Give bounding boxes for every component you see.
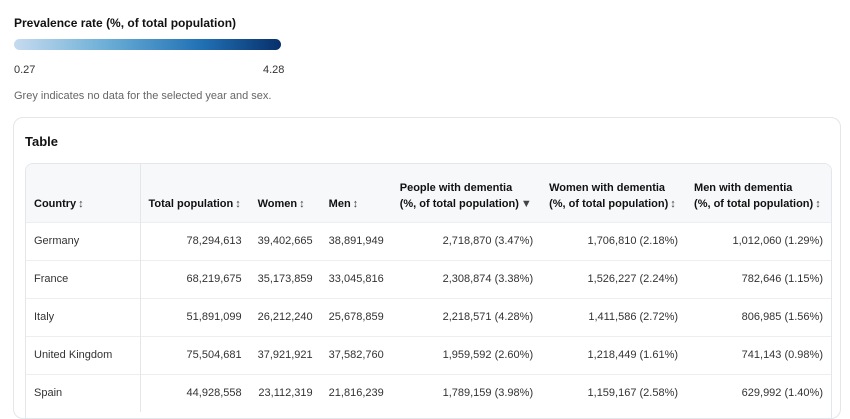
table-body: Germany 78,294,613 39,402,665 38,891,949 2,7… xyxy=(26,222,831,412)
legend-color-scale xyxy=(14,39,281,50)
column-header-total-population[interactable]: Total population ↕ xyxy=(140,164,250,222)
table-row: Spain 44,928,558 23,112,319 21,816,239 1,789… xyxy=(26,374,831,412)
cell-people-with-dementia: 1,789,159 (3.98%) xyxy=(442,387,534,400)
table-row: Italy 51,891,099 26,212,240 25,678,859 2,218… xyxy=(26,298,831,336)
cell-men: 33,045,816 xyxy=(328,273,384,285)
cell-women: 39,402,665 xyxy=(257,235,313,247)
column-header-label: Men xyxy=(328,197,351,210)
cell-women: 35,173,859 xyxy=(257,273,313,285)
table-row: Germany 78,294,613 39,402,665 38,891,949 2,7… xyxy=(26,222,831,260)
sort-icon[interactable]: ↕ xyxy=(815,197,821,210)
cell-men-with-dementia: 629,992 (1.40%) xyxy=(741,387,823,400)
table-title: Table xyxy=(25,134,58,149)
cell-women-with-dementia: 1,526,227 (2.24%) xyxy=(587,273,679,285)
cell-total-population: 75,504,681 xyxy=(186,349,242,361)
legend-min-value: 0.27 xyxy=(14,64,36,76)
column-header-women[interactable]: Women ↕ xyxy=(250,164,321,222)
table-row: France 68,219,675 35,173,859 33,045,816 2,30… xyxy=(26,260,831,298)
cell-men: 21,816,239 xyxy=(328,387,384,400)
cell-men: 38,891,949 xyxy=(328,235,384,247)
sort-desc-icon[interactable]: ▼ xyxy=(520,197,532,210)
column-header-label: Women with dementia xyxy=(549,181,666,194)
cell-total-population: 51,891,099 xyxy=(186,311,242,323)
table-panel: Table Country ↕ Total population ↕ Women ↕ xyxy=(13,117,841,419)
cell-men-with-dementia: 1,012,060 (1.29%) xyxy=(732,235,823,247)
column-header-label: People with dementia xyxy=(399,181,513,194)
data-table: Country ↕ Total population ↕ Women ↕ Men ↕ P… xyxy=(26,164,831,412)
column-header-people-with-dementia[interactable]: People with dementia (%, of total popula… xyxy=(392,164,541,222)
cell-women-with-dementia: 1,159,167 (2.58%) xyxy=(587,387,679,400)
column-header-label: Country xyxy=(34,197,77,210)
cell-women: 26,212,240 xyxy=(257,311,313,323)
column-header-label: Men with dementia xyxy=(694,181,793,194)
sort-icon[interactable]: ↕ xyxy=(235,197,241,210)
cell-women-with-dementia: 1,706,810 (2.18%) xyxy=(587,235,679,247)
cell-total-population: 44,928,558 xyxy=(186,387,242,400)
column-header-label: Total population xyxy=(148,197,234,210)
column-header-country[interactable]: Country ↕ xyxy=(26,164,141,222)
cell-country: Italy xyxy=(26,298,141,336)
no-data-note: Grey indicates no data for the selected … xyxy=(14,90,272,102)
column-header-women-with-dementia[interactable]: Women with dementia (%, of total populat… xyxy=(541,164,686,222)
cell-total-population: 78,294,613 xyxy=(186,235,242,247)
cell-men-with-dementia: 741,143 (0.98%) xyxy=(741,349,823,361)
sort-icon[interactable]: ↕ xyxy=(670,197,676,210)
column-header-sublabel: (%, of total population) xyxy=(399,197,519,210)
cell-people-with-dementia: 1,959,592 (2.60%) xyxy=(442,349,534,361)
cell-men-with-dementia: 782,646 (1.15%) xyxy=(741,273,823,285)
data-table-container: Country ↕ Total population ↕ Women ↕ Men ↕ P… xyxy=(25,163,832,418)
column-header-sublabel: (%, of total population) xyxy=(694,197,814,210)
sort-icon[interactable]: ↕ xyxy=(352,197,359,210)
cell-men-with-dementia: 806,985 (1.56%) xyxy=(741,311,823,323)
cell-women-with-dementia: 1,411,586 (2.72%) xyxy=(588,311,679,323)
cell-people-with-dementia: 2,718,870 (3.47%) xyxy=(442,235,534,247)
cell-country: Spain xyxy=(26,374,141,412)
column-header-men-with-dementia[interactable]: Men with dementia (%, of total populatio… xyxy=(686,164,831,222)
cell-country: United Kingdom xyxy=(26,336,141,374)
cell-people-with-dementia: 2,308,874 (3.38%) xyxy=(442,273,534,285)
cell-country: France xyxy=(26,260,141,298)
cell-country: Germany xyxy=(26,222,141,260)
cell-women: 23,112,319 xyxy=(258,387,313,400)
legend-title: Prevalence rate (%, of total population) xyxy=(14,16,237,30)
cell-people-with-dementia: 2,218,571 (4.28%) xyxy=(442,311,534,323)
sort-icon[interactable]: ↕ xyxy=(299,197,305,210)
cell-women: 37,921,921 xyxy=(257,349,313,361)
cell-men: 37,582,760 xyxy=(328,349,384,361)
cell-men: 25,678,859 xyxy=(328,311,384,323)
legend-max-value: 4.28 xyxy=(263,64,285,76)
column-header-label: Women xyxy=(257,197,298,210)
column-header-sublabel: (%, of total population) xyxy=(549,197,669,210)
sort-icon[interactable]: ↕ xyxy=(78,197,84,210)
column-header-men[interactable]: Men ↕ xyxy=(321,164,392,222)
cell-total-population: 68,219,675 xyxy=(186,273,242,285)
cell-women-with-dementia: 1,218,449 (1.61%) xyxy=(587,349,679,361)
table-header-row: Country ↕ Total population ↕ Women ↕ Men ↕ P… xyxy=(26,164,831,222)
table-row: United Kingdom 75,504,681 37,921,921 37,582… xyxy=(26,336,831,374)
